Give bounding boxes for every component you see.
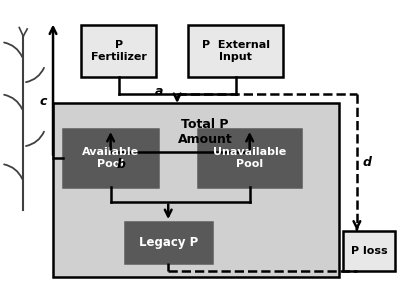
Text: a: a [155, 85, 163, 98]
Text: P  External
Input: P External Input [202, 40, 270, 62]
Text: Available
Pool: Available Pool [82, 147, 139, 169]
Text: b: b [116, 158, 126, 171]
Text: Total P
Amount: Total P Amount [178, 118, 232, 146]
Bar [198, 129, 301, 187]
Bar [53, 103, 339, 277]
Bar [81, 25, 156, 77]
Text: P
Fertilizer: P Fertilizer [91, 40, 146, 62]
Bar [63, 129, 158, 187]
Text: d: d [363, 156, 372, 169]
Text: c: c [40, 95, 47, 108]
Bar [124, 222, 212, 263]
Text: Legacy P: Legacy P [138, 236, 198, 249]
Bar [343, 231, 395, 271]
Text: Unavailable
Pool: Unavailable Pool [213, 147, 286, 169]
Bar [188, 25, 284, 77]
Text: P loss: P loss [350, 246, 387, 256]
